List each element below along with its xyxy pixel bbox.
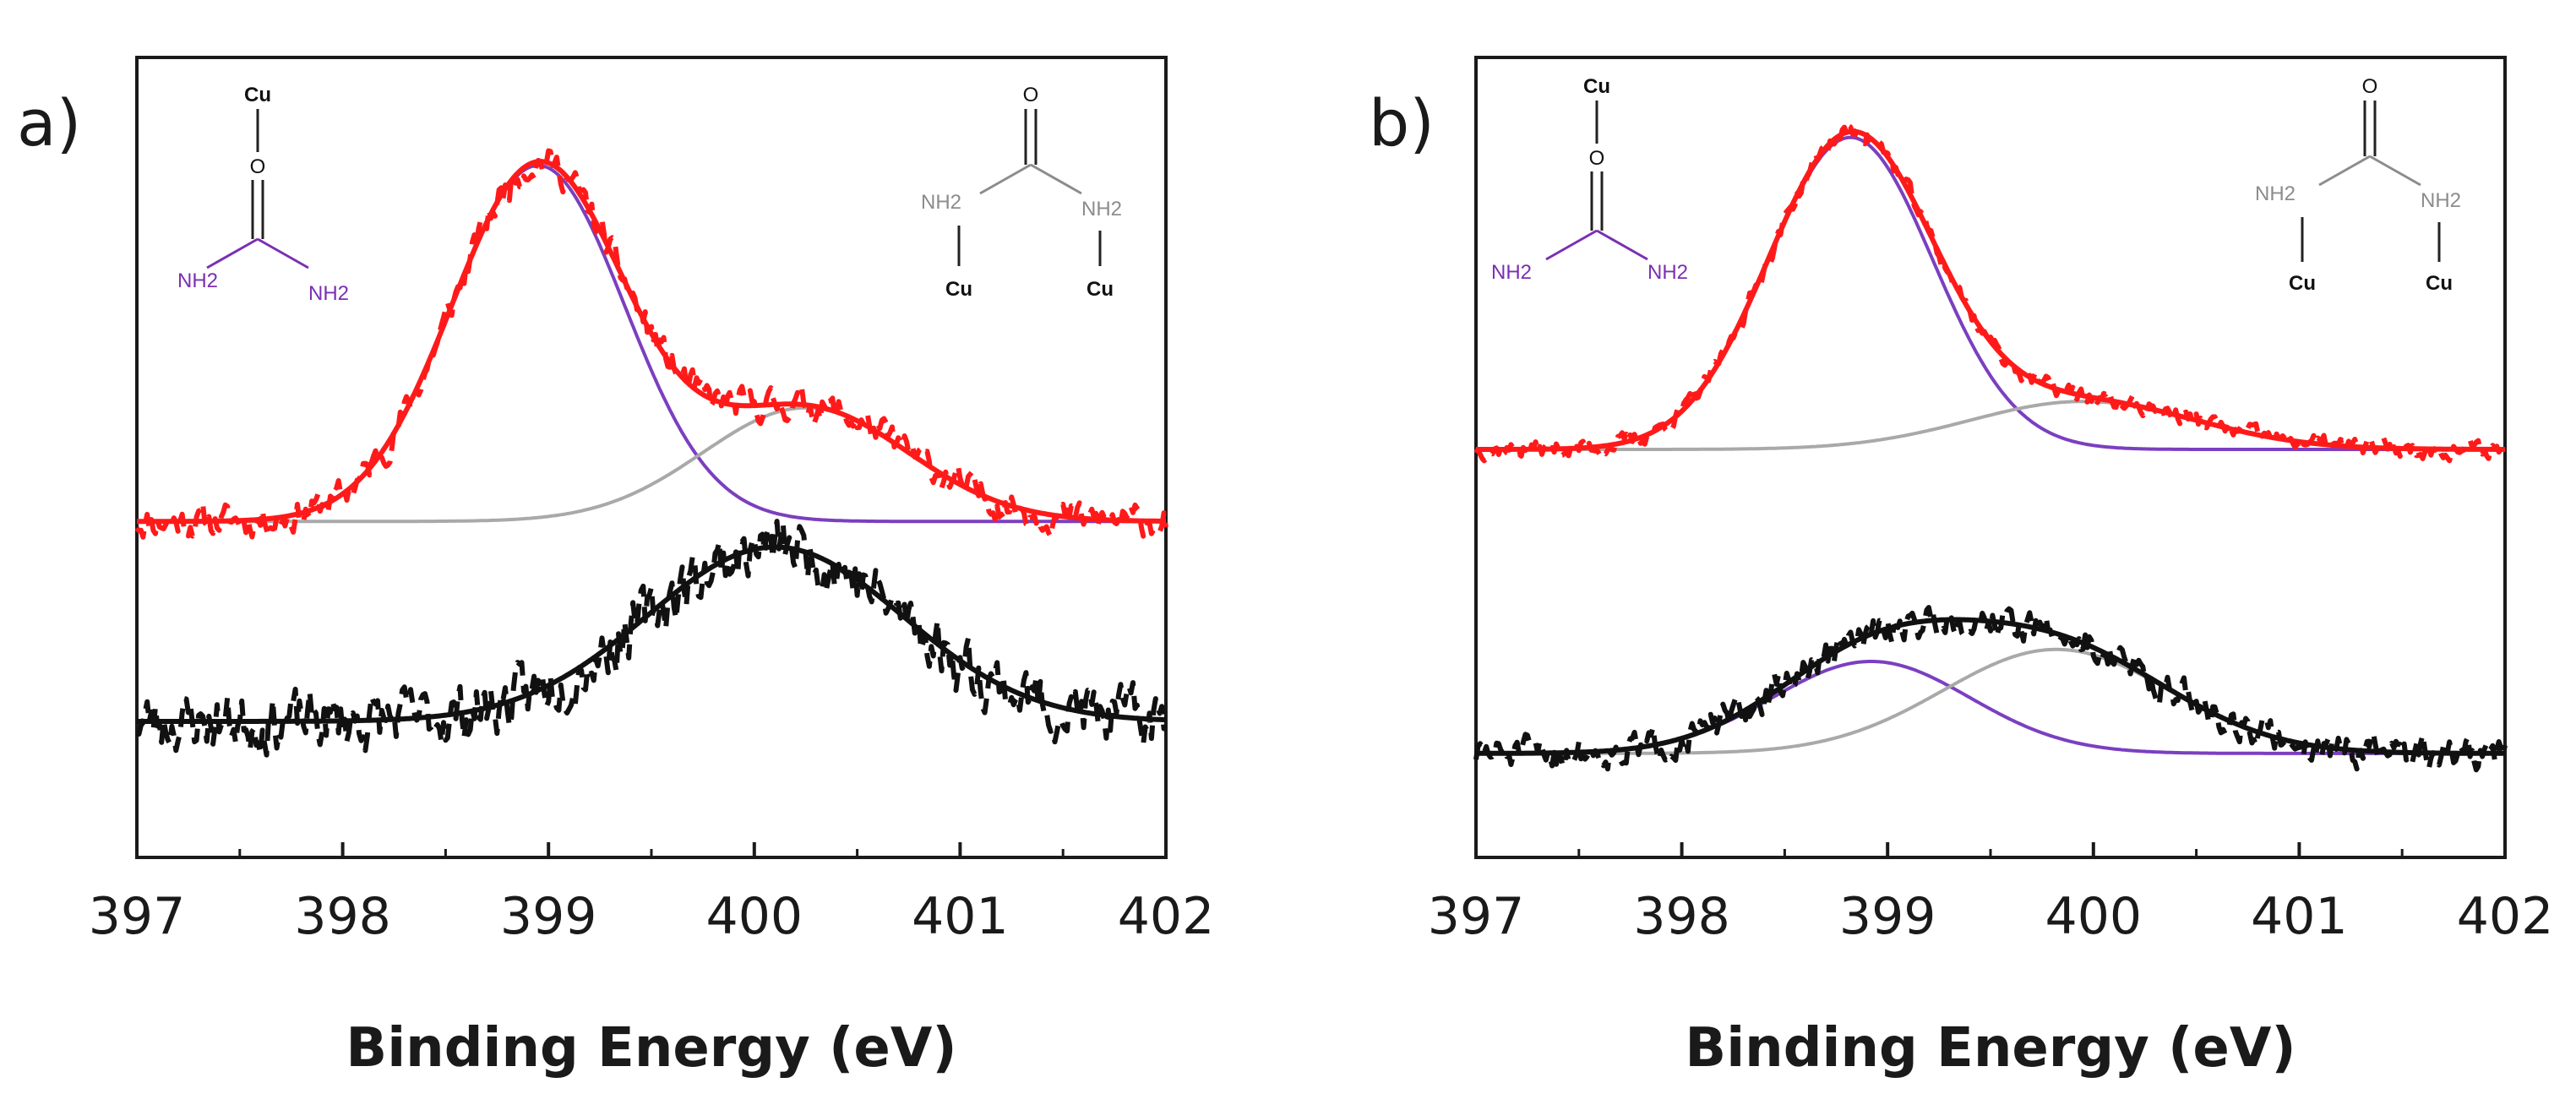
mol-b1-cu: Cu <box>1583 75 1610 98</box>
panel-a-structure-o-bound: Cu O NH2 NH2 <box>177 84 349 305</box>
panel-a-lower-data-line <box>135 519 1167 758</box>
mol-a2-cu-right: Cu <box>1086 278 1114 301</box>
panel-b-tick-label-399: 399 <box>1839 887 1936 946</box>
mol-a1-nh2-right: NH2 <box>308 282 349 305</box>
panel-b-tick-label-397: 397 <box>1428 887 1525 946</box>
mol-a1-o: O <box>250 155 266 178</box>
panel-a-tick-label-401: 401 <box>912 887 1009 946</box>
mol-a2-nh2-right: NH2 <box>1081 198 1122 220</box>
mol-a2-right-bond <box>1030 163 1082 195</box>
panel-b-tick-label-398: 398 <box>1633 887 1730 946</box>
panel-b-structure-n-bound: O NH2 NH2 Cu Cu <box>2255 75 2461 295</box>
panel-a-tick-label-398: 398 <box>294 887 391 946</box>
panel-b-label: b) <box>1369 85 1435 161</box>
mol-b2-o: O <box>2362 75 2378 98</box>
panel-a-structure-n-bound: O NH2 NH2 Cu Cu <box>921 84 1122 301</box>
panel-b-x-ticks <box>1474 842 2507 857</box>
panel-b-x-tick-labels: 397 398 399 400 401 402 <box>1428 887 2554 946</box>
panel-b: b) 397 398 399 400 401 402 Binding Energ… <box>1369 56 2554 1080</box>
mol-b2-nh2-right: NH2 <box>2421 189 2461 212</box>
panel-a-x-ticks <box>135 842 1168 857</box>
panel-a-tick-label-399: 399 <box>500 887 597 946</box>
mol-b1-o: O <box>1589 147 1605 170</box>
panel-b-tick-label-402: 402 <box>2457 887 2554 946</box>
mol-b1-nh2-right: NH2 <box>1647 261 1688 284</box>
panel-b-structure-o-bound: Cu O NH2 NH2 <box>1491 75 1688 284</box>
panel-b-lower-data-line <box>1473 605 2508 773</box>
panel-a-x-axis-title: Binding Energy (eV) <box>346 1017 956 1080</box>
mol-b2-cu-right: Cu <box>2426 272 2453 295</box>
panel-b-tick-label-400: 400 <box>2045 887 2143 946</box>
mol-a1-right-bond <box>257 237 309 269</box>
panel-a-label: a) <box>17 85 81 161</box>
mol-b2-left-bond <box>2318 155 2371 187</box>
mol-a2-o: O <box>1023 84 1039 106</box>
panel-b-upper-data-line <box>1473 122 2508 464</box>
panel-a-tick-label-400: 400 <box>706 887 803 946</box>
mol-a1-cu: Cu <box>244 84 271 106</box>
mol-a2-left-bond <box>979 163 1032 195</box>
panel-a-x-tick-labels: 397 398 399 400 401 402 <box>89 887 1215 946</box>
panel-b-tick-label-401: 401 <box>2251 887 2348 946</box>
panel-a-curves <box>134 148 1168 758</box>
mol-b2-nh2-left: NH2 <box>2255 182 2296 205</box>
mol-b1-left-bond <box>1545 229 1598 261</box>
mol-b1-nh2-left: NH2 <box>1491 261 1532 284</box>
panel-a: a) 397 398 399 400 401 402 Binding Energ… <box>17 56 1215 1080</box>
mol-b1-right-bond <box>1596 229 1648 261</box>
mol-a2-cu-left: Cu <box>945 278 972 301</box>
mol-a2-nh2-left: NH2 <box>921 191 961 214</box>
mol-b2-right-bond <box>2369 155 2421 187</box>
mol-a1-nh2-left: NH2 <box>177 269 218 292</box>
panel-b-x-axis-title: Binding Energy (eV) <box>1685 1017 2296 1080</box>
panel-a-tick-label-397: 397 <box>89 887 186 946</box>
panel-a-tick-label-402: 402 <box>1118 887 1215 946</box>
panel-b-curves <box>1473 122 2508 773</box>
panel-a-upper-data-line <box>134 148 1168 540</box>
mol-b2-cu-left: Cu <box>2289 272 2316 295</box>
mol-a1-left-bond <box>206 237 259 269</box>
